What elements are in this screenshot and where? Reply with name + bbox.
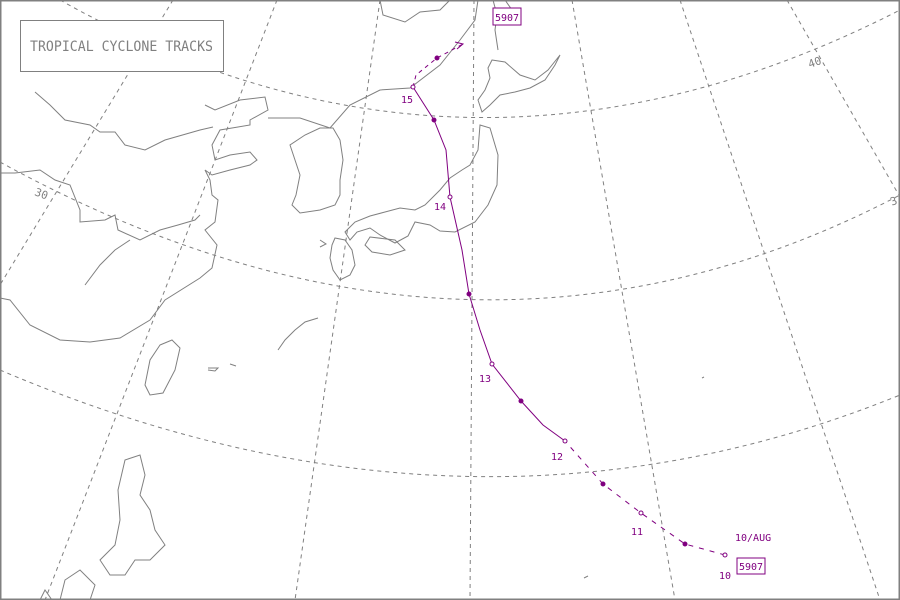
yellow-river <box>34 91 214 151</box>
coastlines <box>0 0 705 600</box>
day-label: 15 <box>401 95 413 106</box>
track-segment-storm <box>412 86 566 442</box>
track-point-00utc <box>447 194 453 200</box>
day-label: 13 <box>479 374 491 385</box>
kyushu <box>329 237 356 281</box>
track-segment-extratropical <box>412 43 464 88</box>
honshu <box>344 124 499 244</box>
track-point-00utc <box>489 361 495 367</box>
philippine-islands <box>39 589 53 600</box>
track-point-12utc <box>518 398 524 404</box>
grid-label: 3 <box>888 194 899 208</box>
storm-id-box-end <box>492 7 522 26</box>
grid-label: 30 <box>33 186 50 203</box>
china-coast <box>0 96 269 343</box>
islands <box>701 376 705 379</box>
storm-id-start: 5907 <box>739 562 763 573</box>
meridian-line <box>679 0 881 600</box>
start-date-label: 10/AUG <box>735 533 771 544</box>
map-title: TROPICAL CYCLONE TRACKS <box>30 39 213 55</box>
track-segment-weak <box>564 440 726 556</box>
meridian-line <box>44 0 278 600</box>
grid-label: 40 <box>806 54 823 71</box>
storm-id-end: 5907 <box>495 13 519 24</box>
day-label: 12 <box>551 452 563 463</box>
track-point-12utc <box>682 541 688 547</box>
latitude-line <box>59 0 900 119</box>
islands <box>583 575 589 579</box>
philippine-islands <box>59 569 96 600</box>
korea <box>289 127 344 214</box>
track-point-12utc <box>600 481 606 487</box>
storm-id-box-start <box>736 557 766 575</box>
latitude-line <box>0 369 900 478</box>
track-point-00utc <box>410 84 416 90</box>
track-labels: 10 11 12 13 14 15 10/AUG 5907 5907 <box>401 7 771 582</box>
arrow-head-icon <box>454 41 465 50</box>
grid-labels: 30 40 3 <box>33 54 899 208</box>
ryukyu-islands <box>277 317 319 351</box>
islands <box>229 363 237 367</box>
taiwan <box>144 339 181 396</box>
okhotsk-coast <box>379 0 451 23</box>
track-point-12utc <box>431 117 437 123</box>
day-label: 11 <box>631 527 643 538</box>
cyclone-track <box>410 41 728 558</box>
russia-coast <box>268 0 479 129</box>
title-box: TROPICAL CYCLONE TRACKS <box>20 20 224 72</box>
latitude-line <box>0 161 900 301</box>
day-label: 14 <box>434 202 446 213</box>
islands <box>319 239 327 248</box>
luzon <box>99 454 166 576</box>
track-point-00utc <box>562 438 568 444</box>
meridian-line <box>786 0 900 198</box>
hokkaido <box>477 54 561 113</box>
meridian-line <box>294 0 381 600</box>
track-point-12utc <box>434 55 440 61</box>
shikoku <box>364 236 406 256</box>
track-point-00utc <box>722 552 728 558</box>
river <box>84 239 131 286</box>
yangtze-river <box>0 169 201 241</box>
islands <box>207 367 220 372</box>
day-label: 10 <box>719 571 731 582</box>
track-point-00utc <box>638 510 644 516</box>
track-point-12utc <box>466 291 472 297</box>
meridian-line <box>571 0 676 600</box>
